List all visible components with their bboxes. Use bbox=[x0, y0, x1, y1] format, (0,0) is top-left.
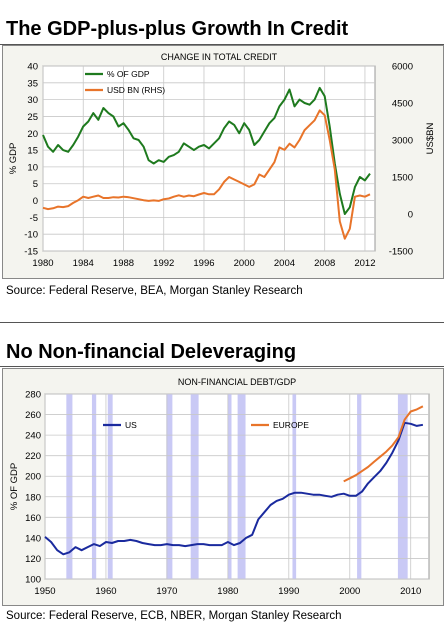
x-tick-label: 1960 bbox=[95, 586, 116, 597]
y2-axis-label: US$BN bbox=[425, 123, 436, 155]
legend-label-1: % OF GDP bbox=[107, 69, 150, 79]
series-line-2 bbox=[343, 405, 424, 483]
x-tick-label: 1980 bbox=[32, 258, 53, 269]
panel-2-heading: No Non-financial Deleveraging bbox=[6, 341, 297, 363]
x-tick-label: 2012 bbox=[354, 258, 375, 269]
series-line-1 bbox=[44, 421, 424, 556]
x-tick-label: 1990 bbox=[278, 586, 299, 597]
plot-area-1 bbox=[42, 65, 376, 252]
x-tick-label: 2000 bbox=[234, 258, 255, 269]
x-tick-label: 1984 bbox=[73, 258, 94, 269]
x-tick-label: 2000 bbox=[339, 586, 360, 597]
y-tick-label: 25 bbox=[27, 112, 38, 123]
chart-2-title: NON-FINANCIAL DEBT/GDP bbox=[178, 377, 296, 387]
panel-1-bottom-rule bbox=[0, 322, 444, 323]
y-tick-label: 180 bbox=[25, 492, 41, 503]
panel-1-heading-rule bbox=[0, 44, 444, 45]
recession-band bbox=[237, 394, 246, 579]
y-tick-label: 100 bbox=[25, 575, 41, 586]
plot-area-2 bbox=[44, 393, 430, 580]
recession-band bbox=[66, 394, 73, 579]
y2-tick-label: -1500 bbox=[389, 247, 413, 258]
recession-band bbox=[397, 394, 408, 579]
recession-band bbox=[190, 394, 199, 579]
legend-label-1: US bbox=[125, 420, 137, 430]
y-tick-label: 220 bbox=[25, 451, 41, 462]
panel-1-heading: The GDP-plus-plus Growth In Credit bbox=[6, 18, 349, 40]
y-tick-label: 40 bbox=[27, 62, 38, 73]
x-tick-label: 1988 bbox=[113, 258, 134, 269]
y-tick-label: -10 bbox=[24, 230, 38, 241]
y-tick-label: 260 bbox=[25, 410, 41, 421]
y2-tick-label: 0 bbox=[408, 210, 413, 221]
y-tick-label: -5 bbox=[30, 213, 38, 224]
y2-tick-label: 1500 bbox=[392, 173, 413, 184]
y-tick-label: 20 bbox=[27, 129, 38, 140]
y-tick-label: 30 bbox=[27, 95, 38, 106]
series-line-1 bbox=[42, 86, 371, 215]
recession-band bbox=[166, 394, 173, 579]
x-tick-label: 1980 bbox=[217, 586, 238, 597]
x-tick-label: 2004 bbox=[274, 258, 295, 269]
y-tick-label: 240 bbox=[25, 431, 41, 442]
credit-growth-chart: -15 -10 -5 0 5 10 15 20 25 30 35 40 1980 1984 1988 1992… bbox=[8, 52, 436, 269]
recession-band bbox=[227, 394, 232, 579]
y-tick-label: 160 bbox=[25, 513, 41, 524]
y-tick-label: 120 bbox=[25, 554, 41, 565]
y-axis-label: % OF GDP bbox=[9, 463, 20, 511]
y-tick-label: 280 bbox=[25, 390, 41, 401]
x-tick-label: 2008 bbox=[314, 258, 335, 269]
recession-band bbox=[107, 394, 113, 579]
chart-1-title: CHANGE IN TOTAL CREDIT bbox=[161, 52, 278, 62]
y-tick-label: 200 bbox=[25, 472, 41, 483]
y-axis-label: % GDP bbox=[8, 143, 19, 175]
chart-1-frame: -15 -10 -5 0 5 10 15 20 25 30 35 40 1980 1984 1988 1992… bbox=[2, 45, 444, 279]
y2-tick-label: 3000 bbox=[392, 136, 413, 147]
chart-2-frame: 100 120 140 160 180 200 220 240 260 280 1950 1960 19… bbox=[2, 368, 444, 606]
y-tick-label: -15 bbox=[24, 247, 38, 258]
y-tick-label: 35 bbox=[27, 78, 38, 89]
legend-label-2: EUROPE bbox=[273, 420, 309, 430]
debt-to-gdp-chart: 100 120 140 160 180 200 220 240 260 280 1950 1960 19… bbox=[9, 377, 430, 597]
legend-label-2: USD BN (RHS) bbox=[107, 85, 165, 95]
y-tick-label: 5 bbox=[33, 179, 38, 190]
series-line-2 bbox=[42, 109, 371, 240]
x-tick-label: 1996 bbox=[193, 258, 214, 269]
y2-tick-label: 6000 bbox=[392, 62, 413, 73]
x-tick-label: 2010 bbox=[400, 586, 421, 597]
panel-2-heading-rule bbox=[0, 366, 444, 367]
recession-band bbox=[91, 394, 97, 579]
x-tick-label: 1950 bbox=[34, 586, 55, 597]
y-tick-label: 0 bbox=[33, 196, 38, 207]
y-tick-label: 15 bbox=[27, 146, 38, 157]
panel-2-source: Source: Federal Reserve, ECB, NBER, Morg… bbox=[6, 610, 342, 622]
panel-1-source: Source: Federal Reserve, BEA, Morgan Sta… bbox=[6, 285, 303, 297]
recession-band bbox=[292, 394, 297, 579]
x-tick-label: 1992 bbox=[153, 258, 174, 269]
recession-band bbox=[357, 394, 362, 579]
y-tick-label: 140 bbox=[25, 533, 41, 544]
x-tick-label: 1970 bbox=[156, 586, 177, 597]
y2-tick-label: 4500 bbox=[392, 99, 413, 110]
y-tick-label: 10 bbox=[27, 162, 38, 173]
